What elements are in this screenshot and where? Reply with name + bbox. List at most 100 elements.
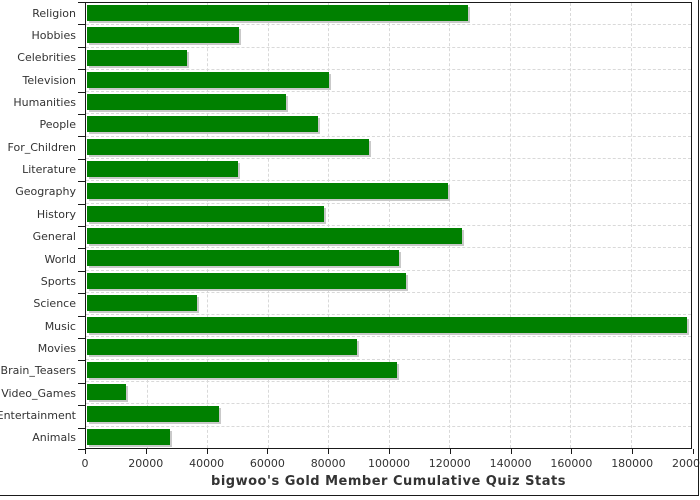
y-axis-tick xyxy=(78,181,86,183)
bar-row xyxy=(86,70,691,93)
y-axis-label: Brain_Teasers xyxy=(0,364,76,378)
y-axis-tick xyxy=(78,91,86,93)
bar-animals xyxy=(87,428,171,445)
x-axis-tick-label: 80000 xyxy=(310,457,346,470)
x-axis-tick xyxy=(571,449,573,454)
y-axis-tick xyxy=(78,114,86,115)
panel-right-edge xyxy=(698,0,699,496)
x-axis-tick xyxy=(632,449,634,454)
bar-sports xyxy=(87,272,407,289)
x-axis-tick-label: 160000 xyxy=(550,457,593,470)
bar-brain_teasers xyxy=(87,361,397,378)
y-axis-label: Entertainment xyxy=(0,408,76,422)
bar-row xyxy=(86,137,691,160)
y-axis-tick xyxy=(78,203,86,205)
bar-history xyxy=(87,205,325,222)
bar-row xyxy=(86,181,691,204)
bar-row xyxy=(86,404,691,427)
bar-row xyxy=(86,48,691,70)
x-axis-tick xyxy=(267,449,269,454)
x-axis-ticks xyxy=(85,449,694,455)
bar-row xyxy=(86,25,691,48)
y-axis-label: People xyxy=(39,118,76,132)
y-axis-label: Movies xyxy=(37,341,76,355)
y-axis-label: Sports xyxy=(40,274,76,288)
x-axis-tick xyxy=(206,449,208,454)
y-axis-tick xyxy=(78,248,86,250)
bar-literature xyxy=(87,161,239,178)
x-axis-tick-label: 100000 xyxy=(368,457,410,470)
x-axis-tick xyxy=(449,449,451,454)
bar-rows xyxy=(86,3,691,448)
x-axis-tick-label: 20000 xyxy=(128,457,164,470)
x-axis-tick xyxy=(693,449,694,454)
bar-row xyxy=(86,315,691,338)
x-axis-tick-label: 0 xyxy=(81,457,89,470)
x-axis-tick-label: 40000 xyxy=(189,457,225,470)
bar-general xyxy=(87,227,463,244)
y-axis-label: Hobbies xyxy=(31,29,76,43)
bar-row xyxy=(86,114,691,137)
y-axis-label: Celebrities xyxy=(17,51,76,65)
bar-hobbies xyxy=(87,27,240,44)
bar-people xyxy=(87,116,319,133)
y-axis-label: World xyxy=(44,252,76,266)
y-axis-label: Literature xyxy=(22,163,76,177)
y-axis-labels: Religion Hobbies Celebrities Television Huma… xyxy=(0,2,76,449)
y-axis-tick xyxy=(78,69,86,71)
bar-row xyxy=(86,3,691,26)
bar-video_games xyxy=(87,384,126,401)
y-axis-tick xyxy=(78,226,86,227)
y-axis-tick xyxy=(78,2,86,3)
y-axis-tick xyxy=(78,338,86,339)
bar-humanities xyxy=(87,94,286,111)
bar-religion xyxy=(87,5,469,21)
y-axis-tick xyxy=(78,315,86,317)
bar-row xyxy=(86,204,691,226)
bar-world xyxy=(87,250,400,267)
x-axis-tick xyxy=(328,449,330,454)
y-axis-tick xyxy=(78,427,86,429)
bar-row xyxy=(86,159,691,182)
bar-row xyxy=(86,92,691,115)
panel-bottom-edge xyxy=(0,495,699,496)
y-axis-tick xyxy=(78,270,86,272)
x-axis-tick-labels: 0 20000 40000 60000 80000 100000 120000 140000 1… xyxy=(82,457,700,471)
y-axis-tick xyxy=(78,158,86,160)
bar-geography xyxy=(87,183,449,200)
y-axis-label: Humanities xyxy=(13,96,76,110)
x-axis-tick-label: 60000 xyxy=(249,457,285,470)
y-axis-tick xyxy=(78,46,86,48)
bar-television xyxy=(87,71,330,88)
y-axis-label: Science xyxy=(33,297,76,311)
bar-row xyxy=(86,427,691,448)
y-axis-tick xyxy=(78,24,86,26)
chart-title: bigwoo's Gold Member Cumulative Quiz Sta… xyxy=(211,474,566,489)
bar-row xyxy=(86,271,691,293)
x-axis-tick xyxy=(85,449,86,454)
x-axis-tick-label: 180000 xyxy=(611,457,654,470)
y-axis-tick xyxy=(78,293,86,295)
bar-row xyxy=(86,337,691,360)
y-axis-label: Video_Games xyxy=(1,386,76,400)
bar-movies xyxy=(87,339,358,356)
y-axis-label: History xyxy=(36,207,76,221)
x-axis-tick-label: 140000 xyxy=(489,457,532,470)
bar-row xyxy=(86,382,691,405)
x-axis-tick xyxy=(510,449,512,454)
x-axis-tick-label: 200000 xyxy=(672,457,700,470)
y-axis-label: Television xyxy=(22,73,77,87)
y-axis-label: Music xyxy=(44,319,76,333)
bar-row xyxy=(86,226,691,249)
bar-music xyxy=(87,317,688,334)
y-axis-tick xyxy=(78,405,86,407)
bar-entertainment xyxy=(87,406,220,423)
x-axis-tick-label: 120000 xyxy=(428,457,471,470)
y-axis-tick xyxy=(78,360,86,362)
x-axis-tick xyxy=(145,449,147,454)
y-axis-label: Geography xyxy=(15,185,76,199)
y-axis-label: General xyxy=(32,230,76,244)
y-axis-label: Animals xyxy=(32,431,76,445)
plot-area xyxy=(85,2,692,449)
